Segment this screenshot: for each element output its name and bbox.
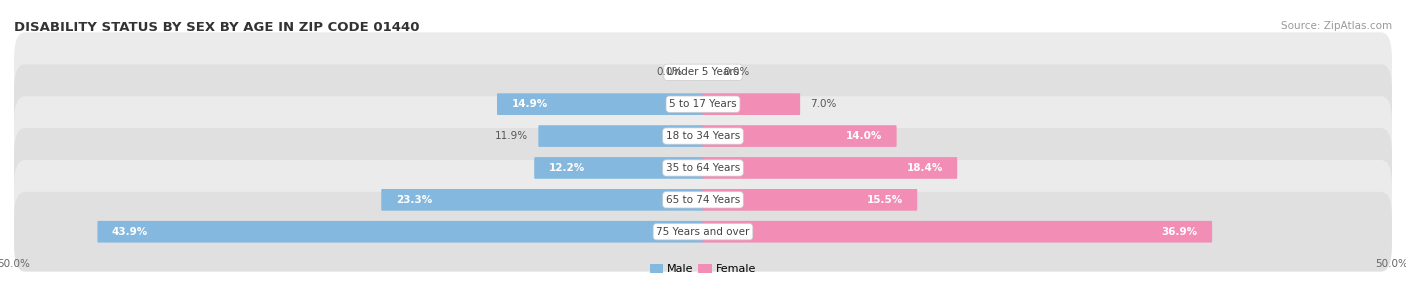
FancyBboxPatch shape [381,189,703,211]
FancyBboxPatch shape [703,93,800,115]
FancyBboxPatch shape [538,125,703,147]
Text: 14.9%: 14.9% [512,99,548,109]
Text: DISABILITY STATUS BY SEX BY AGE IN ZIP CODE 01440: DISABILITY STATUS BY SEX BY AGE IN ZIP C… [14,21,419,34]
Text: 11.9%: 11.9% [495,131,529,141]
FancyBboxPatch shape [14,96,1392,176]
FancyBboxPatch shape [14,192,1392,271]
FancyBboxPatch shape [703,221,1212,243]
FancyBboxPatch shape [14,64,1392,144]
Text: 75 Years and over: 75 Years and over [657,227,749,237]
Text: 0.0%: 0.0% [724,67,749,77]
FancyBboxPatch shape [534,157,703,179]
Text: 43.9%: 43.9% [112,227,148,237]
FancyBboxPatch shape [703,189,917,211]
Text: 18 to 34 Years: 18 to 34 Years [666,131,740,141]
Text: 23.3%: 23.3% [395,195,432,205]
Text: 0.0%: 0.0% [657,67,682,77]
Text: 65 to 74 Years: 65 to 74 Years [666,195,740,205]
Text: 5 to 17 Years: 5 to 17 Years [669,99,737,109]
FancyBboxPatch shape [97,221,703,243]
Text: 14.0%: 14.0% [846,131,882,141]
Text: Source: ZipAtlas.com: Source: ZipAtlas.com [1281,21,1392,31]
FancyBboxPatch shape [14,33,1392,112]
Text: 7.0%: 7.0% [810,99,837,109]
Legend: Male, Female: Male, Female [645,259,761,279]
Text: 36.9%: 36.9% [1161,227,1198,237]
FancyBboxPatch shape [14,160,1392,240]
Text: 15.5%: 15.5% [866,195,903,205]
Text: 35 to 64 Years: 35 to 64 Years [666,163,740,173]
Text: 18.4%: 18.4% [907,163,943,173]
FancyBboxPatch shape [703,157,957,179]
FancyBboxPatch shape [14,128,1392,208]
Text: Under 5 Years: Under 5 Years [666,67,740,77]
FancyBboxPatch shape [496,93,703,115]
Text: 12.2%: 12.2% [548,163,585,173]
FancyBboxPatch shape [703,125,897,147]
